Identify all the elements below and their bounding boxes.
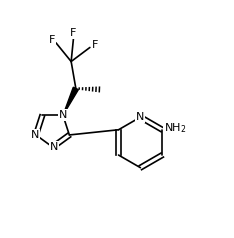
Text: N: N	[136, 112, 145, 122]
Text: F: F	[92, 40, 98, 50]
Polygon shape	[63, 87, 78, 115]
Text: N: N	[50, 142, 58, 152]
Text: F: F	[70, 28, 77, 38]
Text: F: F	[48, 35, 55, 45]
Text: N: N	[59, 110, 67, 120]
Text: NH$_2$: NH$_2$	[164, 122, 186, 135]
Text: N: N	[31, 130, 39, 140]
